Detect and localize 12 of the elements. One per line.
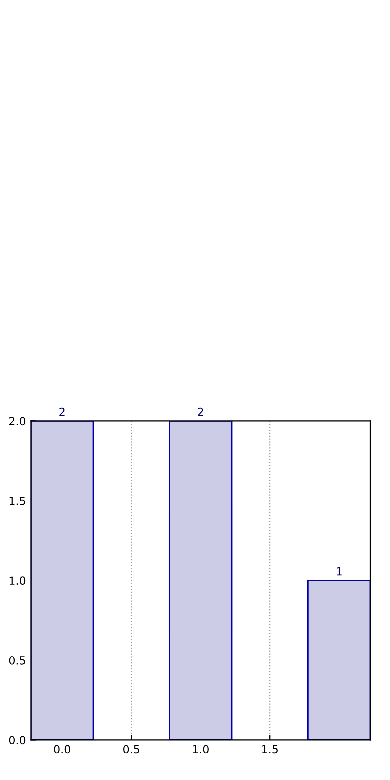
x-tick-label: 0.5 — [124, 745, 140, 754]
x-tick-label: 1.0 — [193, 745, 209, 754]
y-tick-label: 0.0 — [9, 736, 26, 745]
x-tick-label: 1.5 — [262, 745, 278, 754]
y-tick-label: 1.5 — [10, 497, 26, 506]
data-label: 2 — [60, 408, 65, 416]
x-tick-label: 0.0 — [54, 745, 70, 754]
y-tick-label: 2.0 — [9, 417, 26, 426]
data-label: 1 — [337, 568, 342, 576]
data-label: 2 — [198, 408, 204, 416]
y-tick-label: 1.0 — [10, 576, 26, 586]
y-tick-label: 0.5 — [9, 656, 26, 665]
